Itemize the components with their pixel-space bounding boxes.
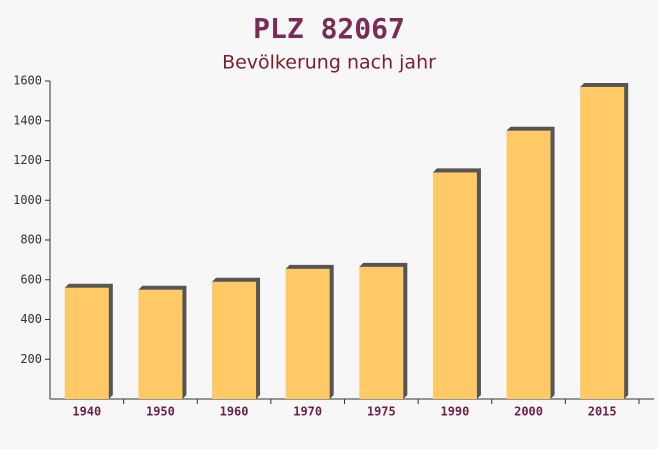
x-tick-label: 1960 — [220, 405, 249, 419]
bar — [138, 289, 183, 399]
bar — [64, 287, 109, 399]
y-tick-label: 1600 — [13, 74, 42, 88]
y-tick-label: 1000 — [13, 193, 42, 207]
x-tick-label: 2015 — [588, 405, 617, 419]
y-tick-label: 1200 — [13, 153, 42, 167]
y-tick-label: 800 — [20, 233, 42, 247]
y-tick-label: 600 — [20, 272, 42, 286]
x-tick-label: 1975 — [367, 405, 396, 419]
x-tick-label: 1970 — [293, 405, 322, 419]
chart-title: PLZ 82067 — [253, 12, 405, 45]
bar — [580, 86, 625, 400]
bar — [212, 281, 257, 399]
x-tick-label: 1990 — [440, 405, 469, 419]
x-tick-label: 1950 — [146, 405, 175, 419]
y-tick-label: 1400 — [13, 113, 42, 127]
bar — [359, 266, 404, 399]
x-tick-label: 2000 — [514, 405, 543, 419]
bar — [506, 130, 551, 399]
bar — [285, 268, 330, 399]
y-tick-label: 400 — [20, 312, 42, 326]
y-tick-label: 200 — [20, 352, 42, 366]
chart-subtitle: Bevölkerung nach jahr — [222, 52, 436, 74]
bar — [432, 172, 477, 399]
x-tick-label: 1940 — [72, 405, 101, 419]
